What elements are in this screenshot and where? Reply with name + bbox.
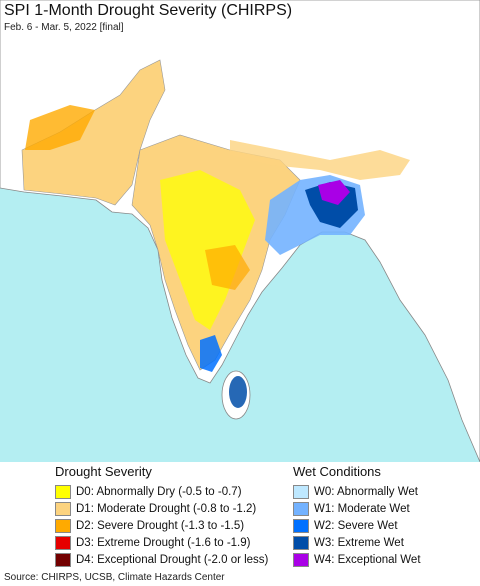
legend-label: W4: Exceptional Wet bbox=[314, 553, 421, 566]
region-pakistan-south bbox=[25, 105, 95, 150]
legend-item: W2: Severe Wet bbox=[293, 517, 421, 534]
legend-item: D1: Moderate Drought (-0.8 to -1.2) bbox=[55, 500, 268, 517]
legend-label: D2: Severe Drought (-1.3 to -1.5) bbox=[76, 519, 245, 532]
legend-swatch bbox=[293, 552, 309, 567]
legend-item: W3: Extreme Wet bbox=[293, 534, 421, 551]
legend-label: W3: Extreme Wet bbox=[314, 536, 404, 549]
legend-label: D4: Exceptional Drought (-2.0 or less) bbox=[76, 553, 269, 566]
legend-label: W2: Severe Wet bbox=[314, 519, 398, 532]
subtitle: Feb. 6 - Mar. 5, 2022 [final] bbox=[4, 22, 124, 33]
map bbox=[0, 0, 480, 462]
legend-swatch bbox=[293, 535, 309, 550]
legend-item: W0: Abnormally Wet bbox=[293, 483, 421, 500]
legend-swatch bbox=[293, 501, 309, 516]
legend-swatch bbox=[293, 518, 309, 533]
legend-item: D3: Extreme Drought (-1.6 to -1.9) bbox=[55, 534, 268, 551]
region-himalaya bbox=[230, 140, 410, 180]
title: SPI 1-Month Drought Severity (CHIRPS) bbox=[4, 2, 293, 19]
region-south-wet bbox=[200, 335, 222, 372]
legend-item: W4: Exceptional Wet bbox=[293, 551, 421, 568]
legend-item: D0: Abnormally Dry (-0.5 to -0.7) bbox=[55, 483, 268, 500]
source: Source: CHIRPS, UCSB, Climate Hazards Ce… bbox=[4, 572, 225, 583]
legend-label: D3: Extreme Drought (-1.6 to -1.9) bbox=[76, 536, 251, 549]
region-exceptional-wet bbox=[318, 180, 350, 205]
legend-drought: Drought Severity D0: Abnormally Dry (-0.… bbox=[55, 464, 268, 568]
legend-item: W1: Moderate Wet bbox=[293, 500, 421, 517]
legend-wet: Wet Conditions W0: Abnormally Wet W1: Mod… bbox=[293, 464, 421, 568]
legend-title: Drought Severity bbox=[55, 464, 152, 479]
legend-swatch bbox=[55, 501, 71, 516]
legend-label: D0: Abnormally Dry (-0.5 to -0.7) bbox=[76, 485, 242, 498]
legend-swatch bbox=[55, 535, 71, 550]
legend-label: W1: Moderate Wet bbox=[314, 502, 410, 515]
legend-title: Wet Conditions bbox=[293, 464, 381, 479]
legend-swatch bbox=[55, 518, 71, 533]
legend-swatch bbox=[293, 484, 309, 499]
legend-swatch bbox=[55, 552, 71, 567]
region-sri-lanka-wet bbox=[229, 376, 247, 408]
legend-label: D1: Moderate Drought (-0.8 to -1.2) bbox=[76, 502, 257, 515]
legend-item: D2: Severe Drought (-1.3 to -1.5) bbox=[55, 517, 268, 534]
legend-item: D4: Exceptional Drought (-2.0 or less) bbox=[55, 551, 268, 568]
region-india-orange bbox=[205, 245, 250, 290]
legend-swatch bbox=[55, 484, 71, 499]
legend-label: W0: Abnormally Wet bbox=[314, 485, 418, 498]
region-pakistan bbox=[21, 59, 166, 206]
